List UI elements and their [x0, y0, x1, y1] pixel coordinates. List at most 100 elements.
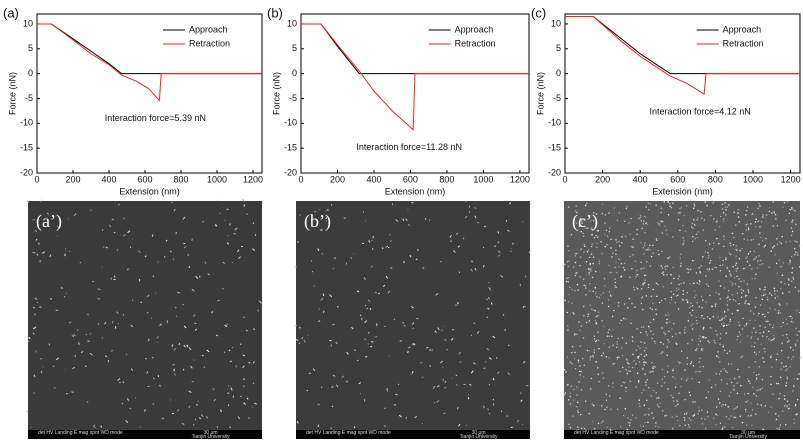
particle [797, 399, 798, 400]
particle [756, 219, 757, 220]
particle [650, 331, 651, 332]
particle [636, 386, 637, 387]
particle [660, 212, 661, 213]
particle [662, 410, 663, 411]
particle [748, 303, 749, 304]
particle [583, 279, 584, 280]
particle [757, 315, 758, 316]
particle [692, 223, 693, 224]
particle [705, 337, 706, 338]
particle [755, 361, 756, 362]
particle [745, 300, 746, 301]
particle [795, 224, 796, 225]
particle [645, 274, 646, 275]
particle [753, 239, 754, 240]
particle [665, 415, 666, 416]
particle [783, 366, 784, 367]
particle [609, 336, 610, 337]
legend-label: Approach [189, 24, 228, 34]
particle [638, 381, 639, 382]
particle [715, 229, 716, 230]
particle [736, 245, 737, 246]
particle [744, 267, 745, 268]
particle [717, 317, 718, 318]
particle [565, 371, 566, 372]
particle [645, 362, 646, 363]
particle [759, 325, 760, 326]
particle [706, 301, 707, 302]
particle [704, 219, 705, 220]
particle [579, 265, 580, 266]
particle [718, 398, 719, 399]
particle [633, 247, 634, 248]
particle [769, 211, 770, 212]
particle [726, 383, 727, 384]
particle [459, 272, 460, 274]
particle [766, 336, 767, 337]
particle [779, 241, 780, 242]
particle [612, 329, 613, 330]
particle [35, 314, 36, 315]
particle [27, 411, 28, 412]
particle [746, 324, 747, 325]
particle [662, 379, 663, 380]
particle [615, 287, 616, 288]
particle [648, 284, 649, 285]
particle [777, 272, 778, 273]
particle [418, 249, 419, 251]
particle [412, 371, 413, 373]
particle [728, 418, 729, 419]
particle [469, 211, 470, 213]
particle [620, 398, 621, 399]
particle [772, 339, 773, 340]
particle [759, 332, 760, 333]
particle [619, 371, 620, 372]
particle [610, 294, 611, 295]
particle [781, 350, 782, 351]
particle [789, 262, 790, 263]
particle [778, 312, 779, 313]
y-tick-label: -10 [284, 118, 297, 128]
particle [617, 220, 618, 221]
particle [737, 212, 738, 213]
particle [780, 369, 781, 370]
x-tick-label: 200 [65, 174, 80, 184]
particle [709, 318, 710, 319]
particle [691, 315, 692, 316]
particle [723, 368, 724, 369]
particle [579, 365, 580, 366]
particle [792, 277, 793, 278]
particle [730, 245, 731, 246]
particle [630, 218, 631, 219]
particle [661, 300, 662, 301]
particle [630, 323, 631, 324]
y-tick-label: -15 [548, 143, 561, 153]
particle [760, 389, 761, 390]
particle [587, 316, 588, 317]
particle [659, 225, 660, 226]
particle [676, 343, 677, 344]
particle [622, 367, 623, 368]
particle [733, 244, 734, 245]
particle [577, 289, 578, 290]
particle [649, 245, 650, 246]
particle [757, 221, 758, 222]
particle [689, 426, 690, 427]
particle [351, 257, 352, 258]
particle [646, 400, 647, 401]
particle [716, 407, 717, 408]
particle [715, 384, 716, 385]
particle [644, 405, 645, 406]
particle [572, 312, 573, 313]
particle [370, 346, 372, 347]
particle [780, 312, 781, 313]
particle [730, 273, 731, 274]
particle [567, 356, 568, 357]
particle [568, 281, 569, 282]
particle [617, 341, 618, 342]
particle [736, 276, 737, 277]
particle [755, 226, 756, 227]
particle [65, 249, 66, 250]
particle [644, 282, 645, 283]
particle [575, 253, 576, 254]
